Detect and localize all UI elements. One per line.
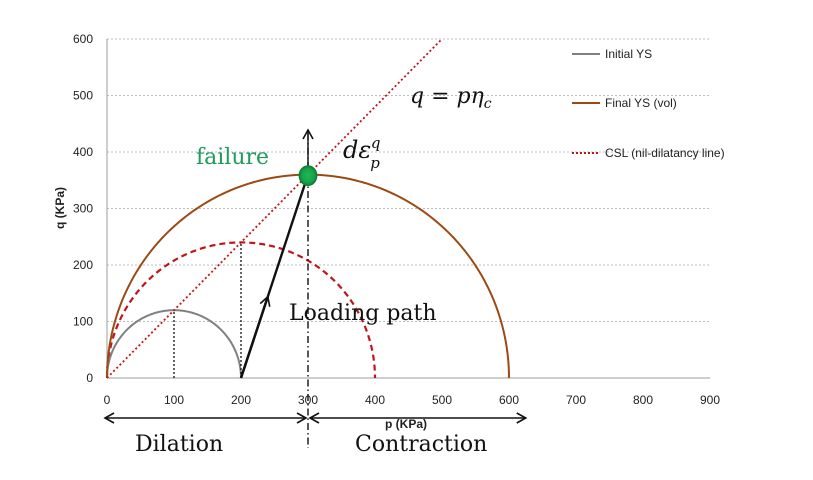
axes [106,39,710,379]
x-tick-label-0: 0 [104,393,111,407]
csl-line [106,38,443,379]
failure-point [298,165,318,187]
legend-label-csl: CSL (nil-dilatancy line) [605,146,725,160]
x-tick-label-500: 500 [432,393,452,407]
dilation-label: Dilation [135,432,223,457]
y-tick-label-100: 100 [73,315,93,329]
legend-label-final-ys: Final YS (vol) [605,96,677,110]
x-tick-label-100: 100 [164,393,184,407]
x-tick-label-700: 700 [566,393,586,407]
y-tick-label-600: 600 [73,32,93,46]
x-axis-title: p (KPa) [385,417,427,431]
x-tick-label-800: 800 [633,393,653,407]
y-tick-label-300: 300 [73,202,93,216]
annotations-layer [103,128,528,448]
x-tick-label-900: 900 [700,393,720,407]
y-tick-label-0: 0 [86,371,93,385]
y-tick-label-400: 400 [73,145,93,159]
legend: Initial YS Final YS (vol) CSL (nil-dilat… [572,47,725,160]
loading-path-arrow [239,295,271,379]
loading-path-label: Loading path [289,301,437,326]
contraction-label: Contraction [355,432,487,457]
legend-label-initial-ys: Initial YS [605,47,652,61]
y-tick-label-500: 500 [73,89,93,103]
x-tick-label-600: 600 [499,393,519,407]
y-axis-title: q (KPa) [53,187,67,229]
csl-equation-label: q = pηc [410,84,492,112]
failure-label: failure [196,145,269,170]
strain-increment-label: dεpq [343,134,380,172]
x-tick-label-400: 400 [365,393,385,407]
y-tick-label-200: 200 [73,258,93,272]
x-tick-label-200: 200 [231,393,251,407]
gridlines [107,38,710,322]
